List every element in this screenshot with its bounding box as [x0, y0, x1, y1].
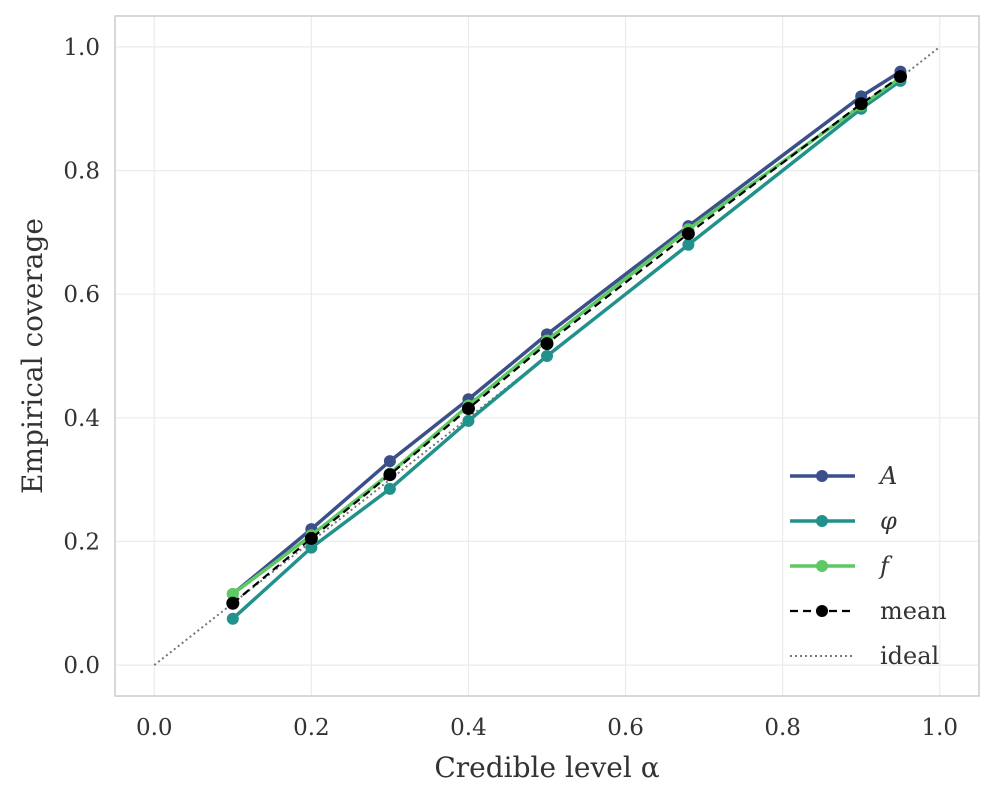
series-line	[231, 70, 902, 596]
x-tick-label: 0.0	[136, 715, 173, 741]
y-tick-label: 0.4	[63, 406, 100, 432]
data-point	[893, 70, 907, 84]
x-tick-labels: 0.0 0.2 0.4 0.6 0.8 1.0	[136, 715, 958, 741]
y-tick-labels: 0.0 0.2 0.4 0.6 0.8 1.0	[63, 35, 100, 679]
y-axis-label: Empirical coverage	[16, 218, 49, 494]
y-tick-label: 0.8	[63, 159, 100, 185]
series-line	[231, 79, 902, 621]
legend-marker	[816, 560, 828, 572]
data-point	[854, 97, 868, 111]
x-tick-label: 0.4	[450, 715, 487, 741]
data-point	[304, 531, 318, 545]
legend-entry: A	[790, 462, 897, 490]
data-point	[540, 337, 554, 351]
legend-entry: mean	[790, 597, 947, 625]
legend-marker	[816, 515, 828, 527]
series-line	[232, 75, 902, 605]
legend-marker	[816, 605, 828, 617]
plot-frame	[114, 15, 980, 697]
x-tick-label: 0.6	[607, 715, 644, 741]
legend-label: ideal	[880, 642, 939, 670]
data-point	[305, 541, 318, 554]
grid	[115, 16, 979, 696]
series-layer	[226, 65, 907, 625]
legend-entry: ideal	[790, 642, 939, 670]
legend-label: A	[878, 462, 897, 490]
data-point	[226, 612, 239, 625]
y-tick-label: 1.0	[63, 35, 100, 61]
data-point	[383, 455, 396, 468]
x-tick-label: 0.8	[764, 715, 801, 741]
y-tick-label: 0.2	[63, 529, 100, 555]
x-tick-label: 0.2	[293, 715, 330, 741]
data-point	[681, 227, 695, 241]
ideal-line-layer	[153, 46, 941, 666]
data-point	[682, 238, 695, 251]
legend-entry: φ	[790, 507, 897, 535]
legend-marker	[816, 470, 828, 482]
legend-label: φ	[880, 507, 897, 535]
data-point	[541, 350, 553, 362]
data-point	[383, 482, 396, 495]
y-tick-label: 0.6	[63, 282, 100, 308]
data-point	[461, 402, 475, 416]
series-3	[226, 70, 907, 610]
y-tick-label: 0.0	[63, 653, 100, 679]
data-point	[383, 468, 397, 482]
series-line	[231, 76, 902, 596]
data-point	[226, 588, 239, 600]
x-axis-label: Credible level α	[434, 751, 659, 784]
legend-label: mean	[880, 597, 947, 625]
data-point	[226, 596, 240, 610]
ideal-line	[153, 46, 941, 666]
data-point	[462, 414, 475, 427]
x-tick-label: 1.0	[921, 715, 958, 741]
